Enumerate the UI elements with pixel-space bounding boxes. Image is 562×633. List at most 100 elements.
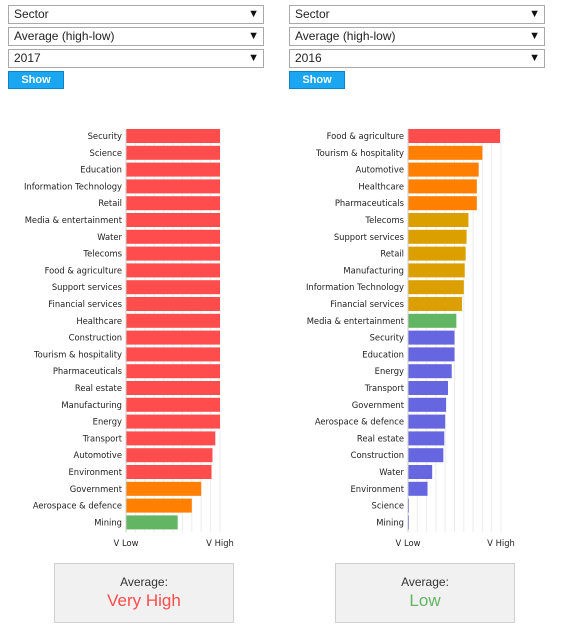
- bar: [126, 330, 220, 345]
- bar: [126, 179, 220, 194]
- average-summary-box: Average: Very High: [54, 563, 234, 623]
- category-label: Manufacturing: [61, 400, 122, 410]
- left-panel: Sector ▼ Average (high-low) ▼ 2017 ▼ Sho…: [0, 0, 270, 633]
- category-label: Food & agriculture: [327, 131, 404, 141]
- dropdown-arrow-icon: ▼: [529, 8, 540, 20]
- category-label: Water: [379, 467, 404, 477]
- dropdown-arrow-icon: ▼: [529, 52, 540, 64]
- dropdown-arrow-icon: ▼: [248, 52, 259, 64]
- bar: [408, 448, 444, 463]
- measure-select[interactable]: Average (high-low) ▼: [8, 27, 264, 46]
- average-value: Low: [409, 591, 441, 610]
- x-tick-label: V High: [206, 538, 234, 548]
- average-value: Very High: [107, 591, 181, 610]
- category-label: Healthcare: [358, 181, 404, 191]
- category-label: Automotive: [74, 450, 122, 460]
- measure-select[interactable]: Average (high-low) ▼: [289, 27, 545, 46]
- average-summary-box: Average: Low: [335, 563, 515, 623]
- bar: [408, 129, 501, 143]
- bar: [408, 179, 477, 194]
- category-label: Financial services: [48, 299, 122, 309]
- category-label: Information Technology: [306, 282, 404, 292]
- group-select[interactable]: Sector ▼: [289, 5, 545, 24]
- category-label: Energy: [375, 366, 404, 376]
- category-label: Automotive: [356, 165, 404, 175]
- category-label: Mining: [94, 517, 122, 527]
- bar: [408, 263, 465, 278]
- bar: [126, 313, 220, 328]
- bar: [408, 397, 447, 412]
- category-label: Education: [80, 165, 122, 175]
- bar: [408, 213, 469, 227]
- year-select-value: 2016: [295, 51, 322, 65]
- category-label: Pharmaceuticals: [335, 198, 404, 208]
- bar: [126, 145, 220, 160]
- show-button[interactable]: Show: [289, 71, 345, 89]
- show-button[interactable]: Show: [8, 71, 64, 89]
- bar: [408, 246, 466, 261]
- category-label: Science: [372, 501, 404, 511]
- measure-select-value: Average (high-low): [14, 29, 115, 43]
- category-label: Government: [70, 484, 123, 494]
- bar: [126, 364, 220, 379]
- bar: [126, 213, 220, 227]
- bar: [126, 414, 220, 429]
- year-select[interactable]: 2017 ▼: [8, 49, 264, 68]
- category-label: Mining: [376, 517, 404, 527]
- bar: [126, 263, 220, 278]
- category-label: Tourism & hospitality: [315, 148, 404, 158]
- category-label: Financial services: [330, 299, 404, 309]
- bar: [126, 280, 220, 295]
- category-label: Telecoms: [364, 215, 404, 225]
- sector-bar-chart: Security Science Education Information Tech…: [24, 129, 234, 548]
- category-label: Transport: [364, 383, 405, 393]
- bar: [126, 229, 220, 244]
- year-select-value: 2017: [14, 51, 41, 65]
- bar: [408, 347, 455, 362]
- bar: [126, 481, 202, 496]
- bar: [408, 364, 452, 379]
- bar: [126, 196, 220, 211]
- group-select-value: Sector: [295, 7, 330, 21]
- bar: [126, 297, 220, 311]
- bar: [126, 162, 220, 177]
- bar: [126, 498, 192, 513]
- category-label: Retail: [98, 198, 122, 208]
- measure-select-value: Average (high-low): [295, 29, 396, 43]
- category-label: Support services: [52, 282, 122, 292]
- bar: [408, 465, 433, 479]
- bar: [408, 381, 448, 395]
- year-select[interactable]: 2016 ▼: [289, 49, 545, 68]
- category-label: Construction: [69, 333, 122, 343]
- category-label: Water: [97, 232, 122, 242]
- category-label: Transport: [82, 433, 123, 443]
- category-label: Food & agriculture: [45, 265, 122, 275]
- dropdown-arrow-icon: ▼: [248, 30, 259, 42]
- sector-bar-chart: Food & agriculture Tourism & hospitality A…: [306, 129, 515, 548]
- category-label: Healthcare: [76, 316, 122, 326]
- category-label: Science: [90, 148, 122, 158]
- category-label: Construction: [351, 450, 404, 460]
- bar: [408, 229, 467, 244]
- bar: [126, 465, 212, 479]
- group-select[interactable]: Sector ▼: [8, 5, 264, 24]
- category-label: Security: [88, 131, 122, 141]
- category-label: Aerospace & defence: [315, 417, 404, 427]
- bar: [126, 448, 213, 463]
- bar: [408, 330, 455, 345]
- bar: [126, 431, 216, 446]
- category-label: Tourism & hospitality: [33, 349, 122, 359]
- category-label: Energy: [93, 417, 122, 427]
- bar: [126, 381, 220, 395]
- category-label: Government: [352, 400, 405, 410]
- x-tick-label: V High: [487, 538, 515, 548]
- dropdown-arrow-icon: ▼: [529, 30, 540, 42]
- category-label: Media & entertainment: [307, 316, 405, 326]
- x-tick-label: V Low: [396, 538, 421, 548]
- category-label: Media & entertainment: [25, 215, 123, 225]
- group-select-value: Sector: [14, 7, 49, 21]
- bar: [408, 313, 457, 328]
- category-label: Aerospace & defence: [33, 501, 122, 511]
- category-label: Real estate: [357, 433, 404, 443]
- category-label: Real estate: [75, 383, 122, 393]
